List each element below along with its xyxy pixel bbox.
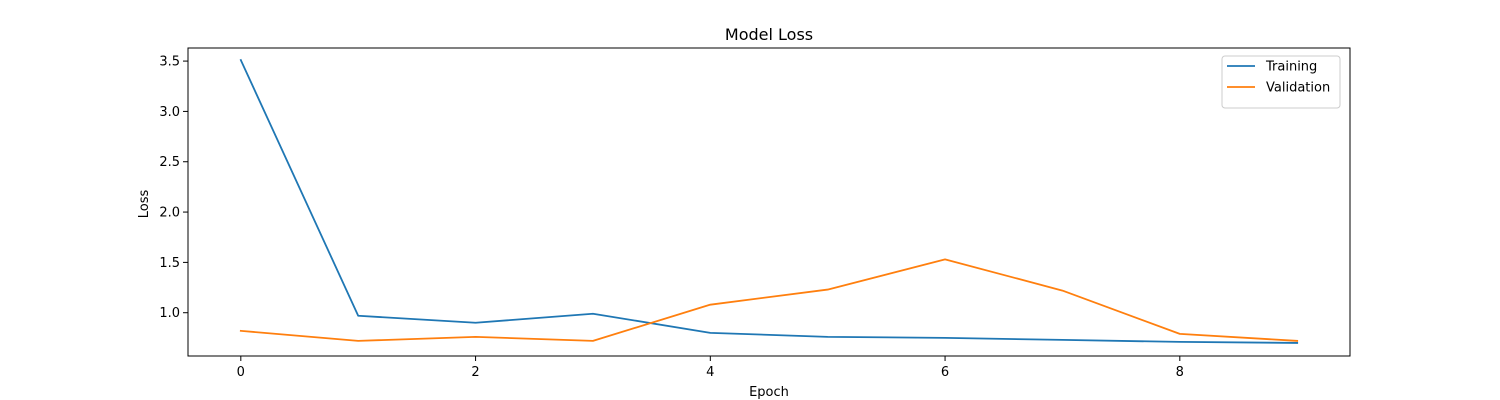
series-line-validation	[239, 258, 1299, 342]
y-tick-label: 1.5	[159, 256, 180, 271]
legend-label-training: Training	[1265, 60, 1317, 75]
y-tick-label: 3.5	[159, 55, 180, 70]
series-line-training	[239, 58, 1299, 344]
x-tick-label: 8	[1176, 365, 1184, 380]
x-tick-label: 2	[471, 365, 479, 380]
series-lines	[239, 58, 1299, 344]
y-tick-label: 2.0	[159, 206, 180, 221]
y-axis-ticks: 1.0 1.5 2.0 2.5 3.0 3.5	[159, 55, 188, 321]
legend: Training Validation	[1221, 55, 1341, 109]
legend-box	[1221, 55, 1341, 109]
x-axis-label: Epoch	[749, 385, 789, 400]
chart-title: Model Loss	[725, 25, 813, 44]
y-tick-label: 3.0	[159, 105, 180, 120]
x-tick-label: 6	[941, 365, 949, 380]
y-axis-label: Loss	[137, 190, 152, 219]
plot-area	[187, 47, 1351, 357]
y-tick-label: 1.0	[159, 306, 180, 321]
legend-label-validation: Validation	[1266, 81, 1330, 96]
plot-frame	[187, 47, 1351, 357]
x-tick-label: 0	[237, 365, 245, 380]
x-tick-label: 4	[706, 365, 714, 380]
y-tick-label: 2.5	[159, 155, 180, 170]
x-axis-ticks: 0 2 4 6 8	[237, 356, 1184, 380]
